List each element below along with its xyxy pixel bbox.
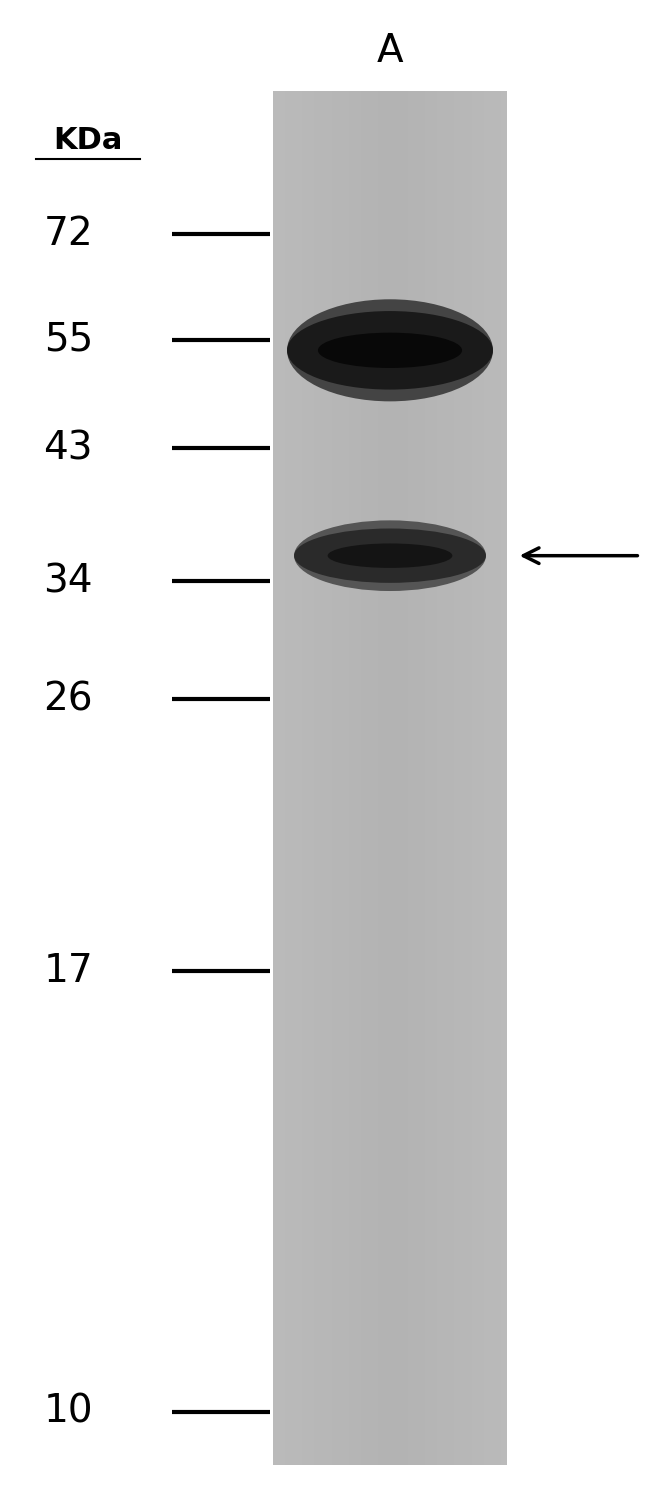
Text: A: A [377, 32, 403, 71]
Bar [443, 91, 448, 1465]
Text: 55: 55 [44, 320, 93, 359]
Bar [308, 91, 314, 1465]
Bar [326, 91, 332, 1465]
Ellipse shape [287, 299, 493, 402]
Bar [367, 91, 372, 1465]
Ellipse shape [294, 528, 486, 583]
Bar [361, 91, 367, 1465]
Bar [448, 91, 454, 1465]
Bar [466, 91, 472, 1465]
Bar [291, 91, 296, 1465]
Bar [273, 91, 279, 1465]
Ellipse shape [294, 521, 486, 590]
Ellipse shape [318, 332, 462, 368]
Bar [501, 91, 507, 1465]
Bar [454, 91, 460, 1465]
Bar [279, 91, 285, 1465]
Bar [489, 91, 495, 1465]
Bar [285, 91, 291, 1465]
Text: 26: 26 [44, 680, 93, 719]
Bar [472, 91, 478, 1465]
Text: 34: 34 [44, 562, 93, 601]
Bar [355, 91, 361, 1465]
Bar [384, 91, 390, 1465]
Bar [495, 91, 501, 1465]
Text: 72: 72 [44, 214, 93, 254]
Bar [372, 91, 378, 1465]
Bar [302, 91, 308, 1465]
Bar [273, 91, 507, 1465]
Bar [425, 91, 431, 1465]
Bar [460, 91, 466, 1465]
Bar [396, 91, 402, 1465]
Bar [337, 91, 343, 1465]
Bar [431, 91, 437, 1465]
Bar [349, 91, 355, 1465]
Bar [484, 91, 489, 1465]
Bar [390, 91, 396, 1465]
Bar [437, 91, 443, 1465]
Bar [413, 91, 419, 1465]
Ellipse shape [287, 311, 493, 390]
Bar [320, 91, 326, 1465]
Bar [402, 91, 408, 1465]
Text: KDa: KDa [53, 125, 122, 156]
Bar [314, 91, 320, 1465]
Ellipse shape [328, 544, 452, 568]
Bar [296, 91, 302, 1465]
Bar [408, 91, 413, 1465]
Bar [343, 91, 349, 1465]
Text: 17: 17 [44, 951, 93, 991]
Bar [419, 91, 425, 1465]
Bar [478, 91, 484, 1465]
Text: 43: 43 [44, 429, 93, 468]
Bar [378, 91, 384, 1465]
Bar [332, 91, 337, 1465]
Text: 10: 10 [44, 1392, 93, 1431]
